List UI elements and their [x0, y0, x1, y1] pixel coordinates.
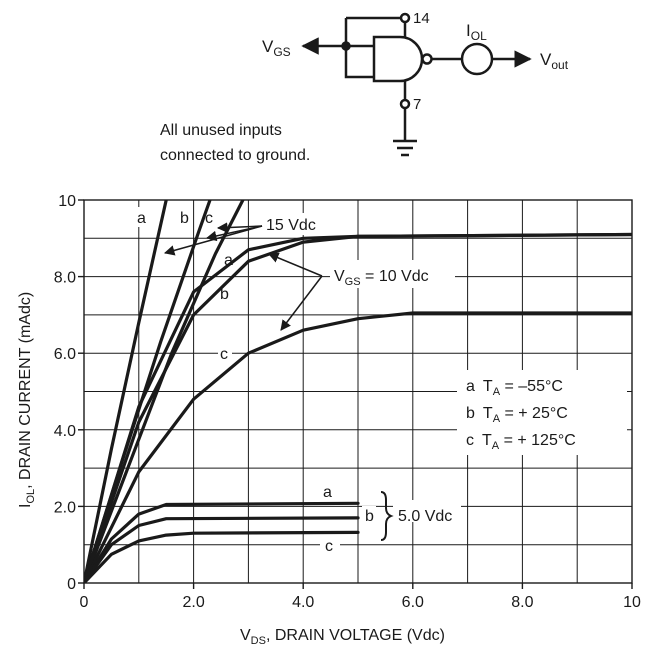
arrow-15vdc-b [205, 225, 263, 242]
series-curve-15-vdc-a [84, 200, 168, 583]
label-15vdc: 15 Vdc [266, 217, 316, 234]
arrow-vgs10-top [268, 252, 323, 277]
series-curve-10-vdc-c [84, 311, 632, 583]
plot-frame [83, 199, 633, 584]
label-5vdc: 5.0 Vdc [398, 508, 452, 525]
arrow-vgs10-bottom [280, 275, 323, 331]
y-tick-label: 6.0 [54, 346, 76, 363]
circuit-schematic [301, 12, 532, 157]
axis-ticks [78, 199, 633, 589]
tick-labels: 0 2.0 4.0 6.0 8.0 10 0 2.0 4.0 6.0 8.0 10 [54, 193, 641, 611]
annotation-arrows [163, 222, 394, 541]
y-tick-label: 0 [67, 576, 76, 593]
label-5-c: c [325, 538, 333, 555]
y-axis-title: IOL, DRAIN CURRENT (mAdc) [17, 292, 37, 508]
iol-label: IOL [466, 21, 487, 43]
x-tick-label: 6.0 [402, 594, 424, 611]
label-15-b: b [180, 210, 189, 227]
pin7-label: 7 [413, 96, 421, 113]
curves [84, 200, 632, 583]
annotation-labels: a b c 15 Vdc a b c VGS = 10 Vdc a b c 5.… [137, 210, 576, 555]
x-tick-label: 0 [80, 594, 89, 611]
legend-c: c TA = + 125°C [466, 432, 576, 452]
legend-a: a TA = –55°C [466, 378, 563, 398]
series-curve-5-0-vdc-a [84, 501, 360, 583]
vout-label: Vout [540, 50, 569, 72]
x-tick-label: 10 [623, 594, 641, 611]
current-meter-circle [460, 42, 494, 76]
brace-5vdc [380, 491, 394, 541]
unused-inputs-note-line2: connected to ground. [160, 147, 310, 164]
series-curve-5-0-vdc-b [84, 516, 360, 583]
plot-area: 0 2.0 4.0 6.0 8.0 10 0 2.0 4.0 6.0 8.0 10 a b c 15 … [17, 193, 641, 647]
nand-bubble [421, 53, 433, 65]
y-tick-label: 4.0 [54, 423, 76, 440]
series-curve-5-0-vdc-c [84, 530, 360, 583]
x-tick-label: 8.0 [511, 594, 533, 611]
label-5-a: a [323, 484, 332, 501]
label-backgrounds [130, 207, 627, 554]
y-tick-label: 10 [58, 193, 76, 210]
unused-inputs-note-line1: All unused inputs [160, 122, 282, 139]
x-tick-label: 4.0 [292, 594, 314, 611]
nand-gate [372, 35, 424, 83]
x-axis-title: VDS, DRAIN VOLTAGE (Vdc) [240, 627, 445, 647]
x-tick-label: 2.0 [182, 594, 204, 611]
legend-b: b TA = + 25°C [466, 405, 568, 425]
input-loop [344, 18, 374, 79]
label-5-b: b [365, 508, 374, 525]
label-10-b: b [220, 286, 229, 303]
y-tick-label: 2.0 [54, 499, 76, 516]
pin14-label: 14 [413, 10, 430, 27]
circuit-labels: VGS 14 7 IOL Vout All unused inputs conn… [160, 10, 569, 164]
pin7-terminal [399, 98, 411, 110]
y-tick-label: 8.0 [54, 270, 76, 287]
arrow-15vdc-c [216, 222, 263, 233]
label-vgs10: VGS = 10 Vdc [334, 268, 429, 288]
label-15-c: c [205, 210, 213, 227]
label-10-a: a [224, 252, 233, 269]
label-15-a: a [137, 210, 146, 227]
label-10-c: c [220, 346, 228, 363]
pin14-terminal [399, 12, 411, 24]
vgs-label: VGS [262, 37, 291, 59]
series-curve-10-vdc-b [84, 232, 632, 583]
